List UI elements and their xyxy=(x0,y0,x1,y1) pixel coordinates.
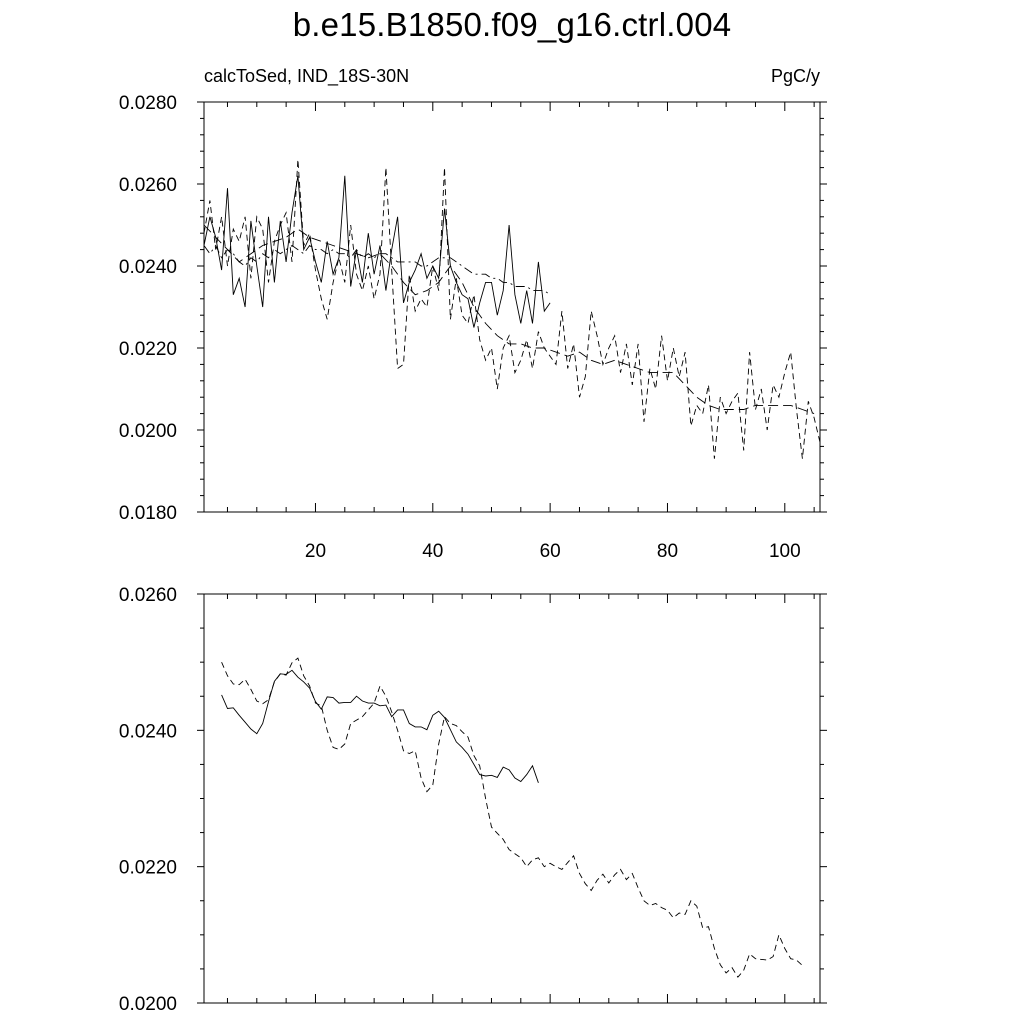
x-tick-label: 100 xyxy=(769,541,801,562)
chart-title: b.e15.B1850.f09_g16.ctrl.004 xyxy=(292,6,732,43)
x-tick-label: 80 xyxy=(657,541,678,562)
y-tick-label: 0.0220 xyxy=(119,858,177,879)
series-line-dashed xyxy=(221,657,803,978)
y-tick-label: 0.0180 xyxy=(119,503,177,524)
y-tick-label: 0.0260 xyxy=(119,175,177,196)
subtitle-units: PgC/y xyxy=(770,66,820,86)
series-line-dashed xyxy=(203,159,821,459)
y-tick-label: 0.0260 xyxy=(119,585,177,606)
subtitle-variable-region: calcToSed, IND_18S-30N xyxy=(204,66,410,86)
x-tick-label: 20 xyxy=(305,541,326,562)
y-tick-label: 0.0220 xyxy=(119,339,177,360)
y-tick-label: 0.0240 xyxy=(119,721,177,742)
plot-frame-2 xyxy=(203,593,821,1004)
y-tick-label: 0.0200 xyxy=(119,421,177,442)
y-tick-label: 0.0280 xyxy=(119,93,177,114)
series-line-solid xyxy=(203,175,551,328)
series-line-solid xyxy=(221,669,539,783)
x-tick-label: 60 xyxy=(540,541,561,562)
y-tick-label: 0.0200 xyxy=(119,994,177,1015)
plot-frame-1 xyxy=(203,101,821,513)
series-line-long-dash xyxy=(203,224,815,415)
y-tick-label: 0.0240 xyxy=(119,257,177,278)
series-line-dash-dot xyxy=(203,244,551,296)
x-tick-label: 40 xyxy=(422,541,443,562)
